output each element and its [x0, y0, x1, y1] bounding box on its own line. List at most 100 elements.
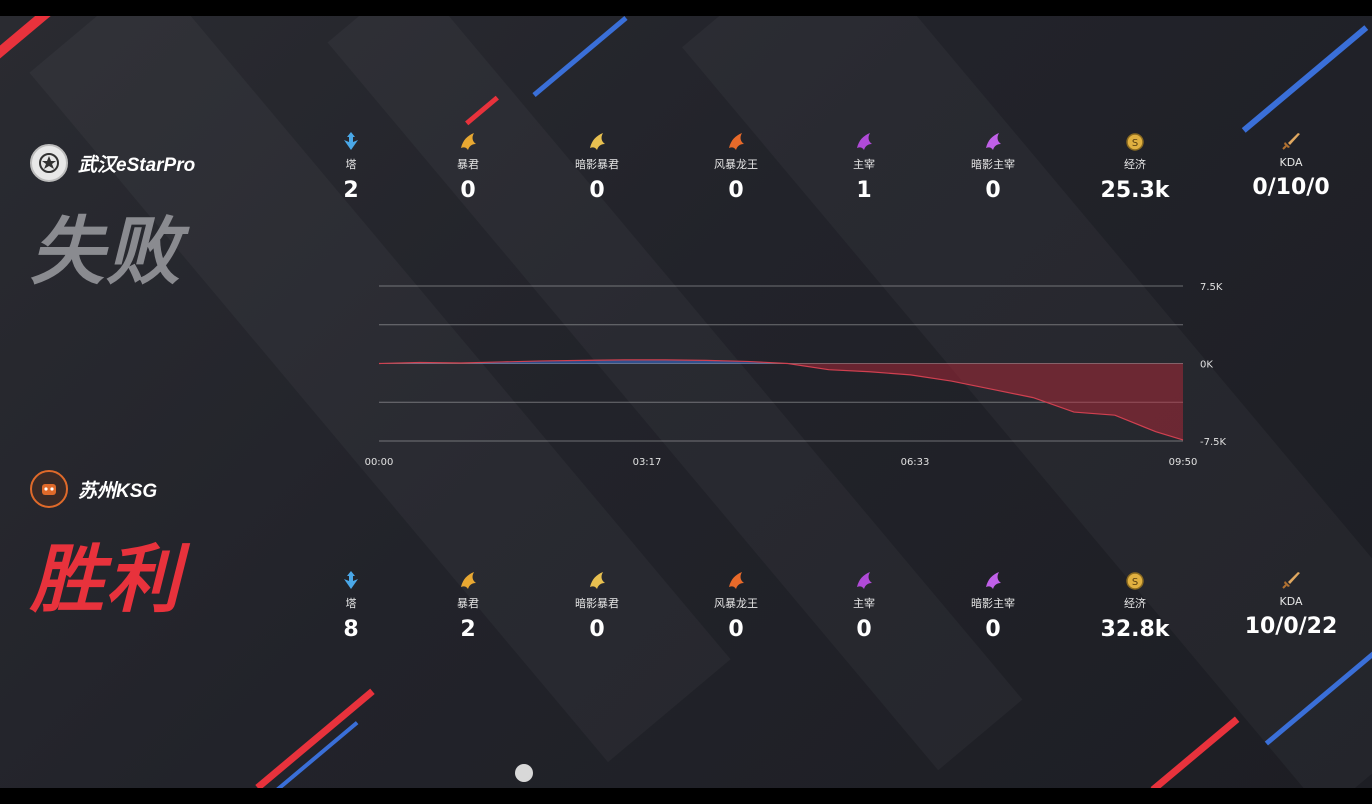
- chart-point: [1155, 431, 1157, 433]
- stat-sword: KDA 0/10/0: [1236, 128, 1346, 200]
- stat-sword: KDA 10/0/22: [1236, 567, 1346, 639]
- chart-point: [991, 389, 993, 391]
- chart-point: [419, 362, 421, 364]
- sword-icon: [1236, 567, 1346, 591]
- stat-label: 风暴龙王: [714, 597, 758, 610]
- chart-point: [1032, 397, 1034, 399]
- stat-overlord: 主宰 1: [809, 128, 919, 203]
- stat-value: 32.8k: [1100, 617, 1170, 642]
- estar-logo-icon: [30, 144, 68, 182]
- top-team-header: 武汉eStarPro: [30, 144, 195, 182]
- stat-overlord: 主宰 0: [809, 567, 919, 642]
- stat-label: 暗影主宰: [971, 158, 1015, 171]
- chart-area-red: [379, 363, 1183, 440]
- stat-gold-coin: S 经济 25.3k: [1080, 128, 1190, 203]
- chart-point: [869, 371, 871, 373]
- stat-value: 0: [985, 178, 1001, 203]
- chart-point: [746, 361, 748, 363]
- chart-series-line: [378, 359, 1184, 441]
- stat-shadow-tyrant: 暗影暴君 0: [542, 128, 652, 203]
- chart-point: [1182, 439, 1184, 441]
- chart-point: [828, 369, 830, 371]
- tower-icon: [296, 567, 406, 591]
- stat-label: 暗影暴君: [575, 597, 619, 610]
- stat-shadow-overlord: 暗影主宰 0: [938, 567, 1048, 642]
- chart-point: [460, 362, 462, 364]
- tyrant-icon: [413, 567, 523, 591]
- stat-value: 0: [728, 617, 744, 642]
- shadow-tyrant-icon: [542, 567, 652, 591]
- stat-value: 0: [589, 617, 605, 642]
- sword-icon: [1236, 128, 1346, 152]
- stat-label: KDA: [1279, 156, 1303, 169]
- media-scrubber-handle[interactable]: [515, 764, 533, 782]
- shadow-overlord-icon: [938, 128, 1048, 152]
- stat-value: 0/10/0: [1252, 175, 1330, 200]
- stat-label: KDA: [1279, 595, 1303, 608]
- chart-x-tick-label: 00:00: [365, 457, 394, 468]
- chart-point: [501, 361, 503, 363]
- stat-storm-dragon: 风暴龙王 0: [681, 567, 791, 642]
- chart-point: [583, 360, 585, 362]
- stat-value: 2: [460, 617, 476, 642]
- stat-value: 2: [343, 178, 359, 203]
- shadow-tyrant-icon: [542, 128, 652, 152]
- stat-value: 10/0/22: [1244, 614, 1338, 639]
- top-team-name: 武汉eStarPro: [78, 154, 196, 176]
- bottom-team-result: 胜利: [30, 538, 182, 621]
- chart-y-tick-label: -7.5K: [1200, 437, 1227, 448]
- stat-label: 塔: [345, 597, 357, 610]
- bottom-team-name: 苏州KSG: [78, 480, 158, 502]
- stat-label: 主宰: [853, 158, 875, 171]
- chart-point: [787, 363, 789, 365]
- stat-shadow-overlord: 暗影主宰 0: [938, 128, 1048, 203]
- stat-label: 暗影主宰: [971, 597, 1015, 610]
- overlord-icon: [809, 128, 919, 152]
- stat-label: 暴君: [457, 597, 479, 610]
- stat-value: 25.3k: [1100, 178, 1170, 203]
- chart-y-tick-label: 0K: [1200, 360, 1213, 371]
- stat-label: 暗影暴君: [575, 158, 619, 171]
- chart-point: [378, 363, 380, 365]
- stat-label: 暴君: [457, 158, 479, 171]
- stat-shadow-tyrant: 暗影暴君 0: [542, 567, 652, 642]
- stat-label: 经济: [1124, 597, 1146, 610]
- chart-point: [664, 359, 666, 361]
- svg-text:S: S: [1132, 577, 1138, 588]
- chart-x-tick-label: 06:33: [901, 457, 930, 468]
- chart-x-tick-label: 09:50: [1169, 457, 1198, 468]
- stat-value: 8: [343, 617, 359, 642]
- chart-point: [705, 360, 707, 362]
- gold-coin-icon: S: [1080, 567, 1190, 591]
- stat-value: 0: [985, 617, 1001, 642]
- stat-label: 经济: [1124, 158, 1146, 171]
- stat-value: 1: [856, 178, 872, 203]
- tower-icon: [296, 128, 406, 152]
- overlord-icon: [809, 567, 919, 591]
- chart-point: [951, 380, 953, 382]
- bottom-team-header: 苏州KSG: [30, 470, 157, 508]
- stat-tyrant: 暴君 0: [413, 128, 523, 203]
- stat-value: 0: [728, 178, 744, 203]
- stat-value: 0: [589, 178, 605, 203]
- gold-difference-chart: 7.5K 0K -7.5K 00:00 03:17 06:33 09:50: [365, 282, 1227, 468]
- chart-point: [910, 374, 912, 376]
- shadow-overlord-icon: [938, 567, 1048, 591]
- chart-y-tick-label: 7.5K: [1200, 282, 1223, 293]
- ksg-logo-icon: [30, 470, 68, 508]
- stat-label: 主宰: [853, 597, 875, 610]
- stat-label: 风暴龙王: [714, 158, 758, 171]
- stat-label: 塔: [345, 158, 357, 171]
- storm-dragon-icon: [681, 128, 791, 152]
- stat-value: 0: [856, 617, 872, 642]
- stat-storm-dragon: 风暴龙王 0: [681, 128, 791, 203]
- chart-point: [623, 359, 625, 361]
- stat-value: 0: [460, 178, 476, 203]
- top-team-result: 失败: [30, 210, 182, 293]
- match-result-screen: 武汉eStarPro 失败 苏州KSG 胜利 塔 2 暴君 0 暗影暴君 0 风暴龙王 0 主宰…: [0, 16, 1372, 788]
- chart-point: [1114, 414, 1116, 416]
- tyrant-icon: [413, 128, 523, 152]
